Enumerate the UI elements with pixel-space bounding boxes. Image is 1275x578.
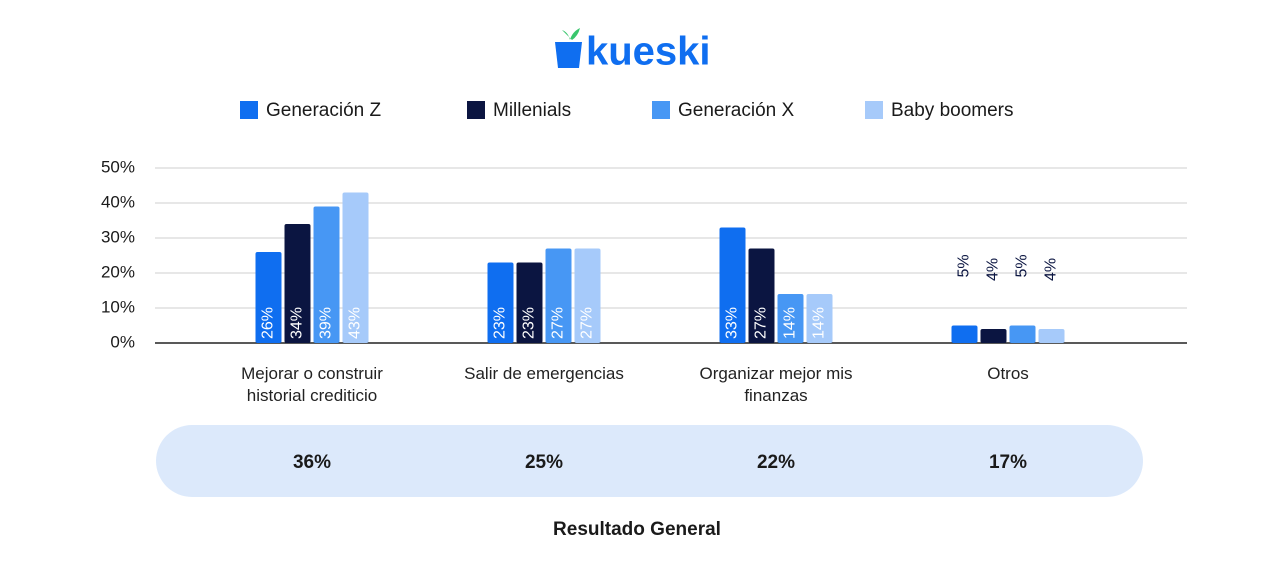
value-label: 27% [753,307,770,339]
x-tick-label: Salir de emergencias [464,364,624,383]
bar [487,262,514,343]
bar [748,248,775,343]
summary-value: 36% [293,452,331,473]
x-tick-label: Otros [987,364,1029,383]
value-label: 27% [550,307,567,339]
summary-value: 17% [989,452,1027,473]
bar [516,262,543,343]
bar [255,252,282,343]
legend-swatch [240,101,258,119]
legend-label: Baby boomers [891,100,1014,121]
value-label: 5% [1014,254,1031,277]
y-tick-label: 20% [101,262,135,281]
legend-label: Millenials [493,100,571,121]
y-tick-label: 0% [110,332,135,351]
value-label: 39% [318,307,335,339]
value-label: 23% [492,307,509,339]
legend-label: Generación Z [266,100,382,121]
bar [1009,325,1036,343]
value-label: 43% [347,307,364,339]
bar [545,248,572,343]
value-label: 4% [985,258,1002,281]
summary-value: 25% [525,452,563,473]
x-tick-label: Organizar mejor mis finanzas [699,364,853,405]
y-tick-label: 10% [101,297,135,316]
summary-title: Resultado General [553,519,721,540]
value-label: 34% [289,307,306,339]
legend-swatch [865,101,883,119]
value-label: 26% [260,307,277,339]
bar [313,206,340,343]
value-label: 4% [1043,258,1060,281]
bar [574,248,601,343]
value-label: 33% [724,307,741,339]
bar [980,329,1007,343]
bar [1038,329,1065,343]
value-label: 23% [521,307,538,339]
legend-swatch [652,101,670,119]
bar [284,224,311,343]
legend-label: Generación X [678,100,795,121]
bar [806,294,833,343]
bar [342,192,369,343]
bar [777,294,804,343]
bar [719,227,746,343]
brand: kueski [586,30,711,74]
value-label: 14% [811,307,828,339]
summary-value: 22% [757,452,795,473]
x-tick-label: Mejorar o construir historial crediticio [241,364,383,405]
y-tick-label: 30% [101,227,135,246]
logo-icon [555,28,582,68]
value-label: 14% [782,307,799,339]
y-tick-label: 40% [101,192,135,211]
y-tick-label: 50% [101,157,135,176]
summary-band [156,425,1143,497]
value-label: 27% [579,307,596,339]
bar [951,325,978,343]
legend-swatch [467,101,485,119]
value-label: 5% [956,254,973,277]
